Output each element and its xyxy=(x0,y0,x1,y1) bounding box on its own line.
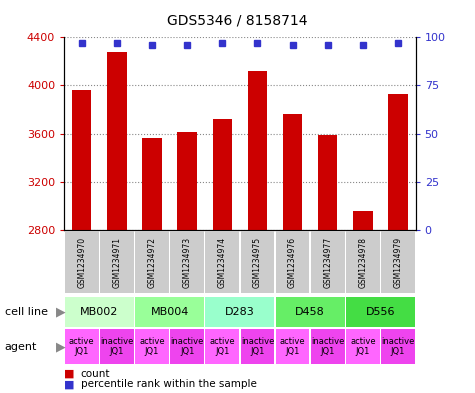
Bar xyxy=(178,132,197,393)
Bar xyxy=(389,94,408,393)
Text: D458: D458 xyxy=(295,307,325,317)
Bar xyxy=(381,231,415,294)
Text: ■: ■ xyxy=(64,379,75,389)
Text: active
JQ1: active JQ1 xyxy=(209,337,235,356)
Bar xyxy=(72,90,91,393)
Text: GSM1234978: GSM1234978 xyxy=(359,237,367,288)
Bar xyxy=(283,114,302,393)
Bar xyxy=(170,231,204,294)
Bar xyxy=(213,119,232,393)
Text: ▶: ▶ xyxy=(56,305,66,319)
Text: GDS5346 / 8158714: GDS5346 / 8158714 xyxy=(167,14,308,28)
Bar xyxy=(205,231,239,294)
Text: active
JQ1: active JQ1 xyxy=(350,337,376,356)
Text: GSM1234973: GSM1234973 xyxy=(183,237,191,288)
Bar xyxy=(100,231,134,294)
Text: inactive
JQ1: inactive JQ1 xyxy=(241,337,274,356)
Bar xyxy=(311,329,345,364)
Bar xyxy=(205,297,275,327)
Bar xyxy=(346,297,415,327)
Bar xyxy=(135,231,169,294)
Text: count: count xyxy=(81,369,110,379)
Text: GSM1234977: GSM1234977 xyxy=(323,237,332,288)
Bar xyxy=(346,231,380,294)
Text: inactive
JQ1: inactive JQ1 xyxy=(381,337,415,356)
Text: GSM1234979: GSM1234979 xyxy=(394,237,402,288)
Bar xyxy=(276,329,310,364)
Bar xyxy=(248,71,267,393)
Bar xyxy=(381,329,415,364)
Bar xyxy=(107,52,126,393)
Bar xyxy=(170,329,204,364)
Text: GSM1234974: GSM1234974 xyxy=(218,237,227,288)
Text: agent: agent xyxy=(5,342,37,352)
Bar xyxy=(311,231,345,294)
Bar xyxy=(318,135,337,393)
Text: inactive
JQ1: inactive JQ1 xyxy=(171,337,204,356)
Text: GSM1234972: GSM1234972 xyxy=(148,237,156,288)
Text: ■: ■ xyxy=(64,369,75,379)
Bar xyxy=(276,231,310,294)
Text: D556: D556 xyxy=(366,307,395,317)
Text: cell line: cell line xyxy=(5,307,48,317)
Bar xyxy=(353,211,372,393)
Text: MB002: MB002 xyxy=(80,307,118,317)
Text: GSM1234976: GSM1234976 xyxy=(288,237,297,288)
Text: GSM1234970: GSM1234970 xyxy=(77,237,86,288)
Bar xyxy=(65,329,99,364)
Text: GSM1234971: GSM1234971 xyxy=(113,237,121,288)
Text: active
JQ1: active JQ1 xyxy=(280,337,305,356)
Text: GSM1234975: GSM1234975 xyxy=(253,237,262,288)
Bar xyxy=(276,297,345,327)
Bar xyxy=(65,297,134,327)
Bar xyxy=(100,329,134,364)
Bar xyxy=(142,138,162,393)
Text: MB004: MB004 xyxy=(151,307,189,317)
Bar xyxy=(135,329,169,364)
Text: inactive
JQ1: inactive JQ1 xyxy=(311,337,344,356)
Text: active
JQ1: active JQ1 xyxy=(69,337,95,356)
Text: ▶: ▶ xyxy=(56,340,66,353)
Bar xyxy=(240,329,275,364)
Bar xyxy=(65,231,99,294)
Bar xyxy=(135,297,204,327)
Text: active
JQ1: active JQ1 xyxy=(139,337,165,356)
Bar xyxy=(240,231,275,294)
Bar xyxy=(346,329,380,364)
Text: D283: D283 xyxy=(225,307,255,317)
Text: percentile rank within the sample: percentile rank within the sample xyxy=(81,379,256,389)
Text: inactive
JQ1: inactive JQ1 xyxy=(100,337,133,356)
Bar xyxy=(205,329,239,364)
